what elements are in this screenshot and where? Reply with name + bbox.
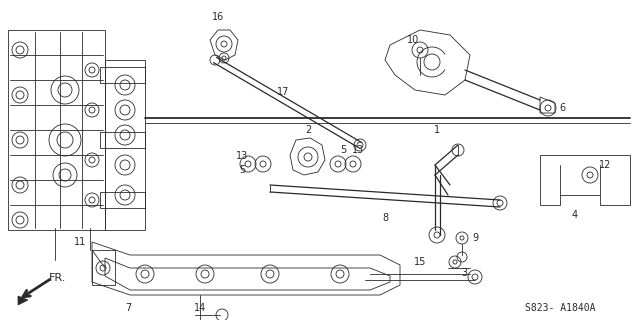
Text: 10: 10 bbox=[407, 35, 419, 45]
Text: 14: 14 bbox=[194, 303, 206, 313]
Text: 3: 3 bbox=[461, 268, 467, 278]
Polygon shape bbox=[18, 296, 28, 305]
Text: 7: 7 bbox=[125, 303, 131, 313]
Text: 9: 9 bbox=[472, 233, 478, 243]
Text: FR.: FR. bbox=[49, 273, 67, 283]
Text: 2: 2 bbox=[305, 125, 311, 135]
Text: 11: 11 bbox=[74, 237, 86, 247]
Text: 16: 16 bbox=[212, 12, 224, 22]
Text: 17: 17 bbox=[277, 87, 289, 97]
Text: 15: 15 bbox=[414, 257, 426, 267]
Text: 5: 5 bbox=[340, 145, 346, 155]
Text: 13: 13 bbox=[352, 145, 364, 155]
Text: 4: 4 bbox=[572, 210, 578, 220]
Text: 8: 8 bbox=[382, 213, 388, 223]
Text: S823- A1840A: S823- A1840A bbox=[525, 303, 595, 313]
Text: 1: 1 bbox=[434, 125, 440, 135]
Text: 5: 5 bbox=[239, 165, 245, 175]
Text: 12: 12 bbox=[599, 160, 611, 170]
Text: 6: 6 bbox=[559, 103, 565, 113]
Text: 13: 13 bbox=[236, 151, 248, 161]
